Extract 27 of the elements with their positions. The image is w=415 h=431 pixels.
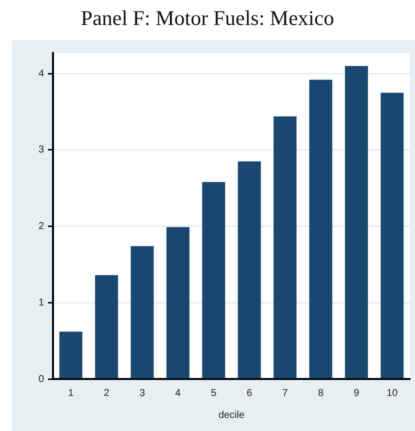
bar [202, 182, 226, 378]
bar [130, 246, 154, 378]
x-tick-label: 7 [282, 388, 288, 399]
y-tick-label: 2 [38, 221, 44, 232]
bar [380, 92, 404, 378]
x-tick-label: 9 [354, 388, 360, 399]
x-tick-label: 8 [318, 388, 324, 399]
y-tick-label: 1 [38, 297, 44, 308]
bar [166, 227, 190, 378]
x-tick-label: 1 [68, 388, 74, 399]
x-tick-label: 6 [246, 388, 253, 399]
bar [238, 161, 261, 378]
x-tick-label: 4 [175, 388, 182, 399]
bar [274, 116, 297, 378]
x-tick-label: 2 [104, 388, 110, 399]
y-tick-label: 3 [38, 144, 44, 156]
y-tick-label: 0 [38, 374, 44, 385]
y-tick-label: 4 [38, 68, 44, 80]
x-tick-label: 3 [139, 388, 146, 399]
chart-title: Panel F: Motor Fuels: Mexico [80, 6, 336, 31]
bar [59, 332, 82, 378]
x-tick-label: 10 [386, 388, 398, 399]
bar [344, 66, 368, 378]
bar [95, 275, 118, 378]
bar [309, 80, 332, 378]
x-tick-label: 5 [210, 388, 217, 399]
x-axis-title: decile [218, 410, 245, 421]
